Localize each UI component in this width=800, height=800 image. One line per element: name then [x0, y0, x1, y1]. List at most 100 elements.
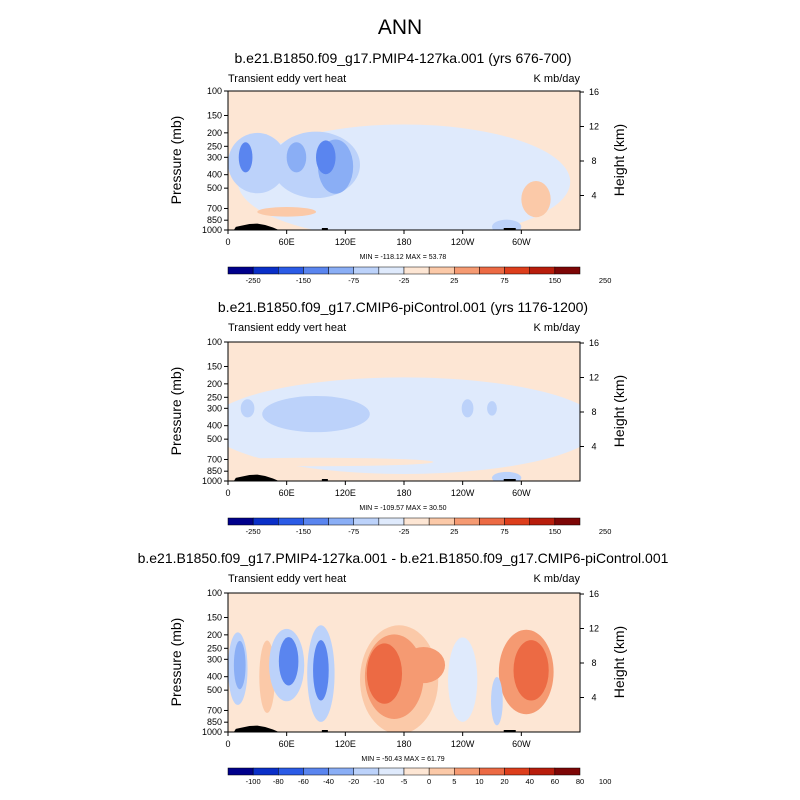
colorbar-box	[479, 767, 505, 776]
panel-3-y2label: Height (km)	[611, 626, 627, 698]
pressure-tick-label: 250	[207, 141, 222, 151]
topography-land	[321, 730, 328, 732]
contour-region	[448, 637, 478, 722]
colorbar-label: 150	[549, 527, 562, 536]
pressure-tick-label: 1000	[202, 225, 222, 235]
colorbar-box	[328, 767, 354, 776]
colorbar-label: -250	[246, 276, 261, 285]
topography-land	[233, 474, 279, 481]
colorbar-label: 150	[549, 276, 562, 285]
colorbar-box	[529, 767, 556, 776]
height-tick-label: 4	[591, 442, 596, 452]
height-tick-label: 8	[591, 407, 596, 417]
panel-1-units-label: K mb/day	[534, 73, 581, 85]
colorbar-label: -40	[323, 777, 334, 786]
height-tick-label: 4	[591, 191, 596, 201]
longitude-tick-label: 180	[396, 488, 411, 498]
contour-region	[257, 206, 316, 217]
longitude-tick-label: 60W	[512, 488, 531, 498]
pressure-tick-label: 150	[207, 361, 222, 371]
panel-2-colorbar: -250 -150 -75 -25 25 75 150 250	[227, 517, 612, 536]
colorbar-box	[328, 517, 354, 526]
longitude-tick-label: 120E	[335, 739, 356, 749]
colorbar-box	[479, 517, 505, 526]
colorbar-label: 250	[599, 527, 612, 536]
pressure-tick-label: 250	[207, 643, 222, 653]
colorbar-label: -60	[298, 777, 309, 786]
panel-1-variable-label: Transient eddy vert heat	[228, 73, 346, 85]
colorbar-label: 60	[551, 777, 559, 786]
pressure-tick-label: 400	[207, 421, 222, 431]
colorbar-box	[303, 517, 329, 526]
pressure-tick-label: 100	[207, 588, 222, 598]
contour-region	[313, 640, 329, 701]
colorbar-label: -250	[246, 527, 261, 536]
pressure-tick-label: 500	[207, 434, 222, 444]
longitude-tick-label: 120W	[451, 739, 475, 749]
colorbar-box	[403, 767, 430, 776]
panel-2-y2label: Height (km)	[611, 375, 627, 447]
height-tick-label: 8	[591, 658, 596, 668]
colorbar-box	[504, 767, 530, 776]
longitude-tick-label: 0	[225, 488, 230, 498]
colorbar-box	[454, 266, 480, 275]
contour-region	[238, 142, 253, 173]
colorbar-label: 75	[500, 527, 508, 536]
topography-land	[321, 479, 328, 481]
pressure-tick-label: 1000	[202, 476, 222, 486]
longitude-tick-label: 60E	[279, 739, 295, 749]
colorbar-box	[403, 517, 430, 526]
colorbar-box	[428, 767, 455, 776]
colorbar-label: 80	[576, 777, 584, 786]
colorbar-box	[428, 517, 455, 526]
pressure-tick-label: 850	[207, 215, 222, 225]
pressure-tick-label: 700	[207, 454, 222, 464]
colorbar-label: -150	[296, 276, 311, 285]
colorbar-box	[252, 517, 279, 526]
colorbar-label: 25	[450, 527, 458, 536]
pressure-tick-label: 400	[207, 170, 222, 180]
colorbar-box	[278, 517, 304, 526]
contour-region	[492, 219, 522, 230]
colorbar-box	[554, 266, 581, 275]
colorbar-box	[504, 517, 530, 526]
colorbar-box	[378, 517, 405, 526]
height-tick-label: 12	[589, 122, 599, 132]
colorbar-box	[278, 266, 304, 275]
pressure-tick-label: 250	[207, 392, 222, 402]
panel-2-title: b.e21.B1850.f09_g17.CMIP6-piControl.001 …	[218, 299, 588, 315]
colorbar-label: -75	[348, 527, 359, 536]
panel-1: b.e21.B1850.f09_g17.PMIP4-127ka.001 (yrs…	[168, 50, 627, 285]
panel-2-units-label: K mb/day	[534, 322, 581, 334]
height-tick-label: 8	[591, 156, 596, 166]
colorbar-box	[227, 517, 254, 526]
pressure-tick-label: 1000	[202, 727, 222, 737]
colorbar-box	[353, 266, 380, 275]
colorbar-box	[403, 266, 430, 275]
colorbar-label: 75	[500, 276, 508, 285]
colorbar-box	[529, 266, 556, 275]
pressure-tick-label: 500	[207, 183, 222, 193]
longitude-tick-label: 0	[225, 237, 230, 247]
colorbar-label: 250	[599, 276, 612, 285]
contour-region	[513, 640, 549, 701]
panel-2-variable-label: Transient eddy vert heat	[228, 322, 346, 334]
panel-3-ylabel: Pressure (mb)	[168, 618, 184, 707]
panel-3-colorbar: -100 -80 -60 -40 -20 -10 -5 0 5 10 20 40 60 80 100	[227, 767, 611, 786]
colorbar-box	[479, 266, 505, 275]
colorbar-box	[353, 767, 380, 776]
topography-land	[233, 725, 279, 732]
contour-region	[262, 395, 370, 433]
colorbar-label: 5	[452, 777, 456, 786]
longitude-tick-label: 120E	[335, 488, 356, 498]
colorbar-label: -150	[296, 527, 311, 536]
colorbar-box	[428, 266, 455, 275]
height-tick-label: 4	[591, 693, 596, 703]
contour-region	[521, 181, 551, 218]
topography-land	[321, 228, 328, 230]
pressure-tick-label: 300	[207, 152, 222, 162]
contour-region	[286, 142, 307, 173]
longitude-tick-label: 60W	[512, 237, 531, 247]
